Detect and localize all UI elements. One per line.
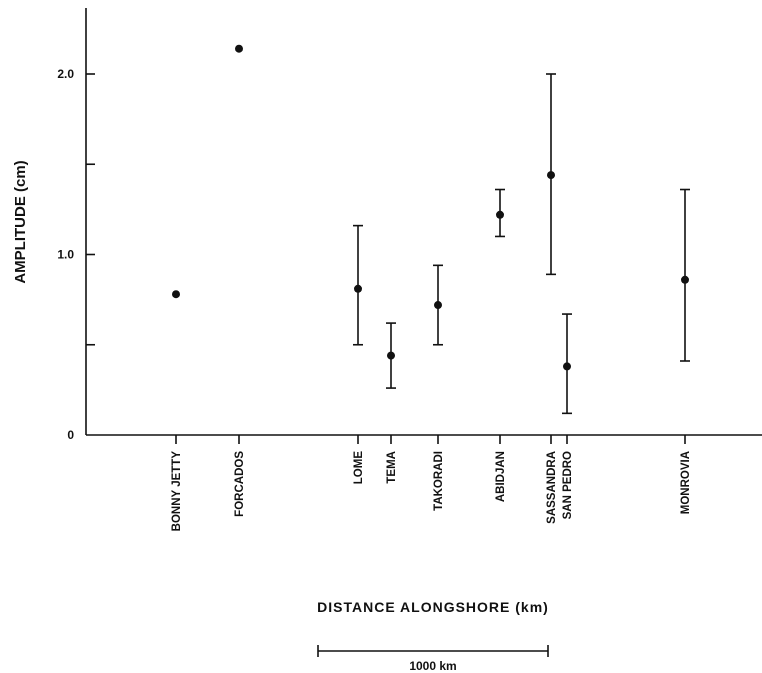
station-label: SASSANDRA: [546, 451, 558, 524]
data-point: [172, 290, 180, 299]
data-point: [235, 44, 243, 53]
axes: [85, 8, 762, 657]
station-label: LOME: [353, 451, 365, 485]
data-point: [387, 351, 395, 360]
scale-bar-label: 1000 km: [409, 659, 456, 673]
station-label: TEMA: [386, 451, 398, 484]
station-label: TAKORADI: [433, 451, 445, 511]
station-label: FORCADOS: [234, 451, 246, 517]
labels: AMPLITUDE (cm) DISTANCE ALONGSHORE (km) …: [12, 67, 692, 673]
x-axis-label: DISTANCE ALONGSHORE (km): [317, 599, 549, 615]
station-label: ABIDJAN: [495, 451, 507, 502]
station-label: BONNY JETTY: [171, 451, 183, 532]
y-tick-label: 2.0: [57, 67, 74, 81]
data-point: [547, 171, 555, 180]
data-point: [354, 284, 362, 293]
data-point: [434, 301, 442, 310]
data-point: [563, 362, 571, 371]
y-tick-label: 1.0: [57, 248, 74, 262]
data-point: [496, 210, 504, 219]
data-point: [681, 275, 689, 284]
station-label: SAN PEDRO: [562, 451, 574, 519]
marks: [172, 44, 690, 415]
y-axis-label: AMPLITUDE (cm): [12, 160, 29, 283]
station-label: MONROVIA: [680, 451, 692, 514]
y-tick-label: 0: [67, 428, 74, 442]
